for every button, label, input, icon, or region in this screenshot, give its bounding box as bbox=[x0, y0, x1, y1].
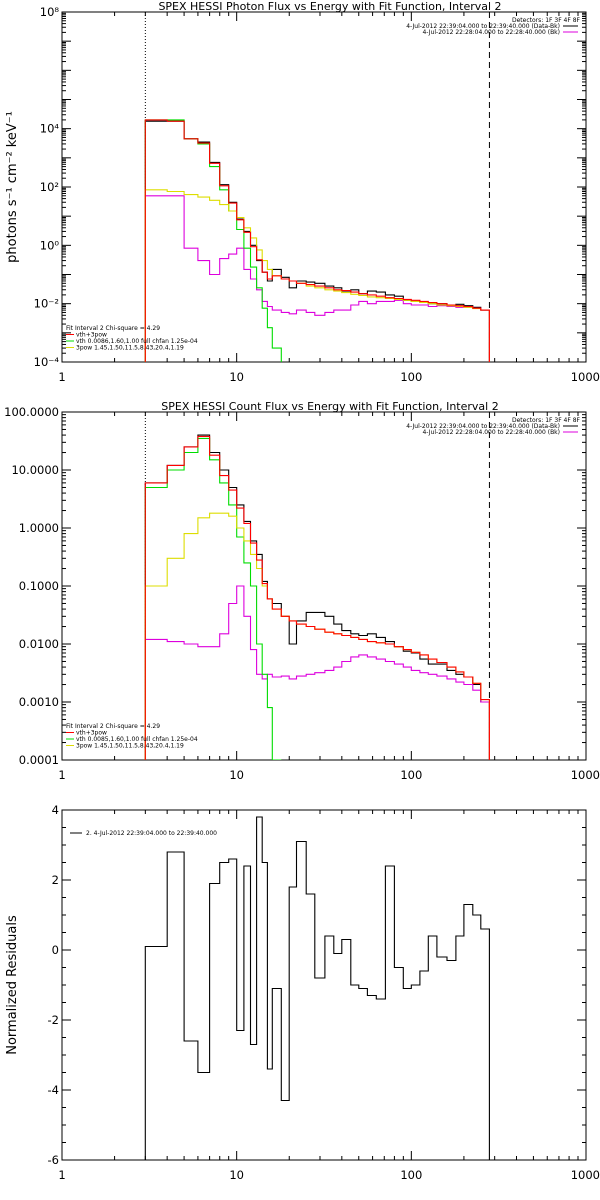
x-tick-marks bbox=[61, 810, 587, 1160]
x-tick-label: 1 bbox=[58, 768, 65, 782]
series-1-histogram bbox=[144, 434, 490, 760]
series-2-histogram bbox=[144, 585, 490, 760]
chart-panel-2: SPEX HESSI Count Flux vs Energy with Fit… bbox=[4, 400, 600, 782]
series-1-histogram bbox=[144, 120, 490, 362]
chart-panel-1: SPEX HESSI Photon Flux vs Energy with Fi… bbox=[5, 0, 600, 384]
y-tick-label: 10⁻² bbox=[34, 297, 59, 311]
x-tick-label: 10 bbox=[229, 1168, 244, 1182]
y-tick-label: 10.0000 bbox=[11, 463, 59, 477]
x-tick-label: 10 bbox=[229, 768, 244, 782]
series-2-histogram bbox=[144, 195, 490, 362]
y-axis-label: photons s⁻¹ cm⁻² keV⁻¹ bbox=[5, 111, 20, 263]
series-4-histogram bbox=[144, 512, 490, 760]
series-4-histogram bbox=[144, 189, 490, 362]
y-tick-label: 10² bbox=[40, 180, 59, 194]
plot-frame bbox=[61, 11, 587, 363]
legend-left-line-2: vth+3pow bbox=[76, 730, 107, 737]
y-tick-label: -2 bbox=[48, 1013, 59, 1027]
legend-left-line-1: 2. 4-Jul-2012 22:39:04.000 to 22:39:40.0… bbox=[86, 830, 217, 837]
y-tick-label: 10⁻⁴ bbox=[34, 355, 60, 369]
legend-left-line-1: Fit Interval 2 Chi-square = 4.29 bbox=[66, 723, 160, 730]
series-5-histogram bbox=[144, 435, 490, 760]
chart-title: SPEX HESSI Count Flux vs Energy with Fit… bbox=[161, 400, 498, 413]
legend-left-line-3: vth 0.0085,1.60,1.00 full chfan 1.25e-04 bbox=[76, 736, 198, 743]
legend-left-line-4: 3pow 1.45,1.50,11.5,8.43,20.4,1.19 bbox=[76, 345, 184, 352]
legend-right-line-2: 4-Jul-2012 22:39:04.000 to 22:39:40.000 … bbox=[406, 23, 560, 30]
data-series-group bbox=[144, 816, 490, 1160]
legend-right-line-2: 4-Jul-2012 22:39:04.000 to 22:39:40.000 … bbox=[406, 423, 560, 430]
y-tick-label: 10⁴ bbox=[40, 122, 60, 136]
chart-title: SPEX HESSI Photon Flux vs Energy with Fi… bbox=[158, 0, 501, 13]
x-tick-label: 1000 bbox=[571, 1168, 600, 1182]
x-tick-label: 1 bbox=[58, 1168, 65, 1182]
y-tick-marks bbox=[62, 809, 586, 1161]
series-1-histogram bbox=[144, 816, 490, 1160]
series-5-histogram bbox=[144, 119, 490, 362]
x-tick-label: 100 bbox=[400, 1168, 422, 1182]
legend-right-line-1: Detectors: 1F 3F 4F 8F bbox=[512, 417, 581, 424]
x-tick-label: 10 bbox=[229, 370, 244, 384]
chart-panel-3: 1 10 100 1000 -6 -4 -2 0 2 4 Normalized Residuals 2… bbox=[5, 803, 600, 1182]
data-series-group bbox=[144, 119, 490, 362]
legend-right-line-1: Detectors: 1F 3F 4F 8F bbox=[512, 17, 581, 24]
y-axis-label: Normalized Residuals bbox=[5, 915, 20, 1055]
data-series-group bbox=[144, 434, 490, 760]
y-tick-label: -6 bbox=[48, 1153, 59, 1167]
y-tick-label: -4 bbox=[48, 1083, 59, 1097]
x-tick-marks bbox=[61, 12, 587, 362]
y-tick-label: 0.0001 bbox=[19, 753, 59, 767]
legend-right-line-3: 4-Jul-2012 22:28:04.000 to 22:28:40.000 … bbox=[422, 429, 560, 436]
legend-left-line-3: vth 0.0086,1.60,1.00 full chfan 1.25e-04 bbox=[76, 338, 198, 345]
series-3-histogram bbox=[144, 437, 282, 760]
y-tick-label: 0.0010 bbox=[19, 695, 59, 709]
y-tick-label: 100.0000 bbox=[4, 405, 59, 419]
y-tick-label: 1.0000 bbox=[19, 521, 59, 535]
x-tick-label: 100 bbox=[400, 768, 422, 782]
x-tick-label: 100 bbox=[400, 370, 422, 384]
legend-left-line-1: Fit Interval 2 Chi-square = 4.29 bbox=[66, 325, 160, 332]
y-tick-label: 2 bbox=[52, 873, 59, 887]
y-tick-marks bbox=[62, 11, 586, 363]
y-tick-label: 10⁸ bbox=[40, 5, 60, 19]
y-tick-label: 4 bbox=[52, 803, 59, 817]
y-tick-label: 0.1000 bbox=[19, 579, 59, 593]
x-tick-marks bbox=[61, 412, 587, 760]
y-tick-label: 0 bbox=[52, 943, 59, 957]
y-tick-label: 10⁰ bbox=[40, 238, 60, 252]
legend-right-line-3: 4-Jul-2012 22:28:04.000 to 22:28:40.000 … bbox=[422, 29, 560, 36]
legend-left-line-2: vth+3pow bbox=[76, 332, 107, 339]
x-tick-label: 1000 bbox=[571, 370, 600, 384]
legend-left-line-4: 3pow 1.45,1.50,11.5,8.43,20.4,1.19 bbox=[76, 743, 184, 750]
y-tick-marks bbox=[62, 411, 586, 761]
series-3-histogram bbox=[144, 119, 282, 362]
plot-frame bbox=[61, 411, 587, 761]
plot-frame bbox=[61, 809, 587, 1161]
x-tick-label: 1 bbox=[58, 370, 65, 384]
y-tick-label: 0.0100 bbox=[19, 637, 59, 651]
x-tick-label: 1000 bbox=[571, 768, 600, 782]
